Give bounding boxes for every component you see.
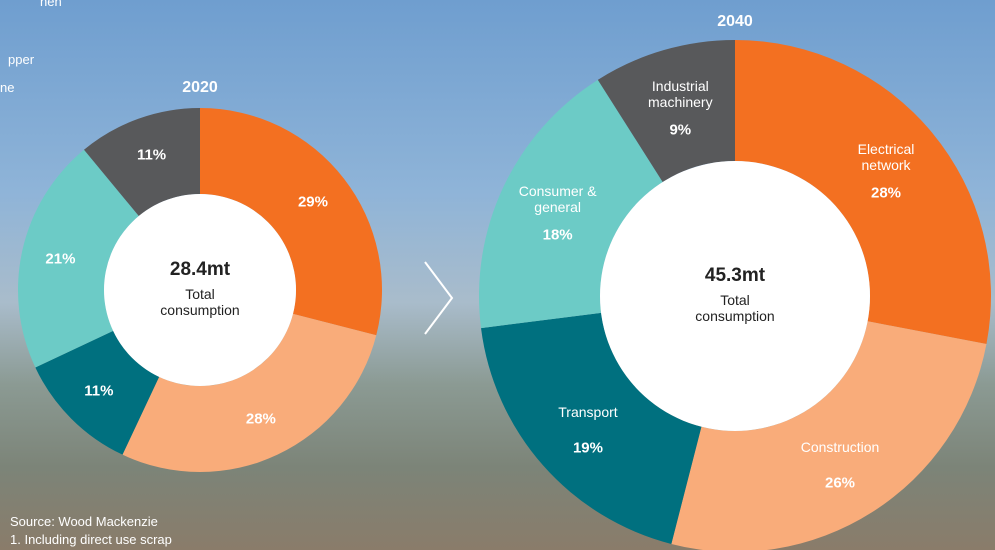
donut-segment <box>597 40 735 183</box>
donut-segment <box>479 79 663 329</box>
donut-segment <box>735 40 991 344</box>
value-label: 9% <box>669 121 692 139</box>
chevron <box>424 261 454 335</box>
chart-title: 2020 <box>182 78 218 96</box>
chart-title: 2040 <box>717 12 753 30</box>
footnote: 1. Including direct use scrap <box>10 532 172 547</box>
value-label: 11% <box>136 146 167 164</box>
value-label: 11% <box>84 382 114 400</box>
donut-segment <box>18 149 139 368</box>
center-value: 45.3mt <box>704 265 766 287</box>
center-label: Total consumption <box>695 291 775 324</box>
value-label: 19% <box>572 438 603 456</box>
segment-label: Electrical network <box>857 140 915 174</box>
donut-segment <box>671 321 987 550</box>
donut-segment <box>83 108 200 217</box>
segment-label: Industrial machinery <box>648 77 713 110</box>
center-label: Total consumption <box>160 285 240 318</box>
background-text: hen <box>40 0 62 9</box>
segment-label: Consumer & general <box>518 182 597 215</box>
donut-segment <box>122 313 377 472</box>
donut-hole <box>600 161 870 431</box>
segment-label: Construction <box>800 439 880 456</box>
background-text: ne <box>0 80 15 95</box>
value-label: 21% <box>45 250 76 268</box>
background-text: pper <box>8 52 35 67</box>
donut-segment <box>200 108 383 336</box>
value-label: 26% <box>825 474 856 492</box>
source: Source: Wood Mackenzie <box>10 514 158 529</box>
donut-hole <box>104 194 296 386</box>
center-value: 28.4mt <box>169 259 231 281</box>
donut-segment <box>35 330 160 455</box>
value-label: 28% <box>245 410 276 428</box>
segment-label: Transport <box>558 403 618 420</box>
donut-segment <box>481 312 702 544</box>
value-label: 18% <box>542 225 573 243</box>
value-label: 28% <box>871 184 902 202</box>
value-label: 29% <box>297 193 328 211</box>
